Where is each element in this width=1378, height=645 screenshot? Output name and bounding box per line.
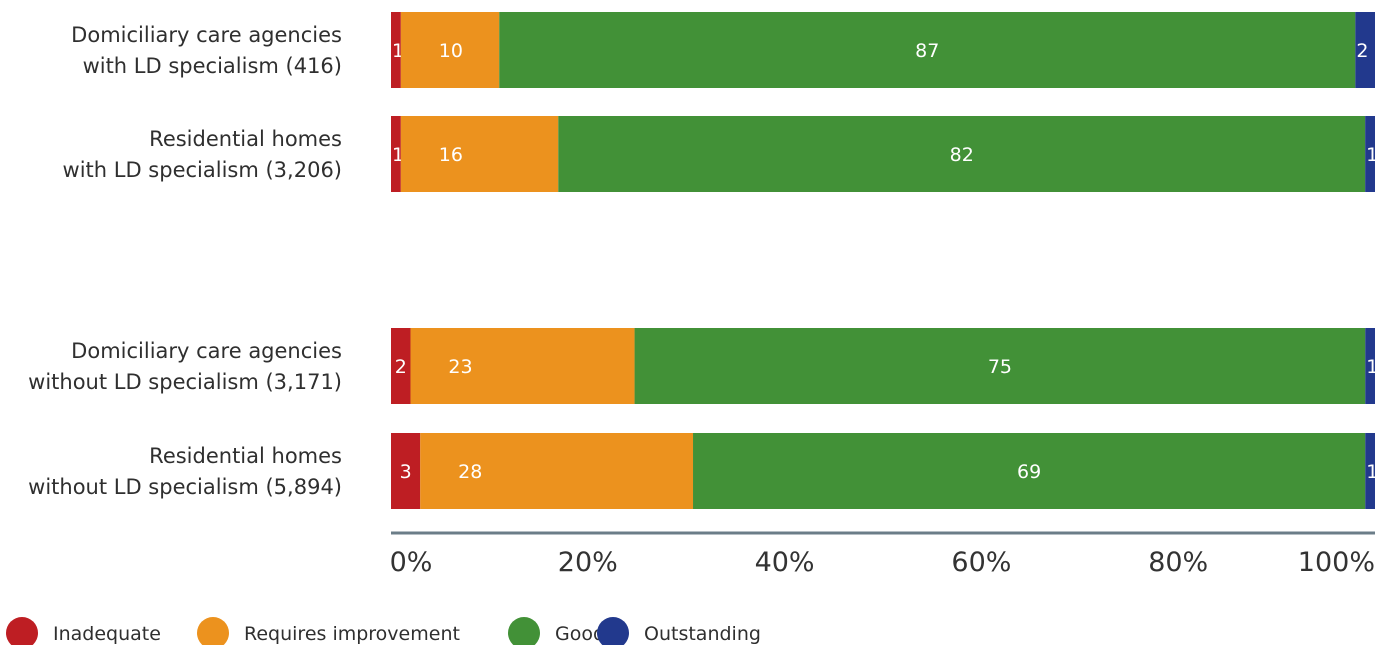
legend-label: Inadequate xyxy=(53,623,161,645)
data-label: 16 xyxy=(439,144,463,166)
x-tick-label: 20% xyxy=(558,547,618,578)
data-label: 1 xyxy=(1366,144,1378,166)
bar-segment-outstanding xyxy=(1365,433,1375,509)
data-label: 10 xyxy=(439,40,463,62)
bar-segment-inadequate xyxy=(391,12,401,88)
data-label: 1 xyxy=(1366,356,1378,378)
bar-segment-outstanding xyxy=(1365,328,1375,404)
x-tick-label: 100% xyxy=(1298,547,1375,578)
legend-swatch-requires-improvement xyxy=(197,617,229,645)
data-label: 1 xyxy=(1366,461,1378,483)
x-axis: 0% 20% 40% 60% 80% 100% xyxy=(390,531,1375,578)
x-tick-label: 60% xyxy=(951,547,1011,578)
row-label: Domiciliary care agencies xyxy=(71,23,342,47)
bar-segment-good xyxy=(693,433,1366,509)
bar-segment-requires-improvement xyxy=(410,328,635,404)
bar-segment-requires-improvement xyxy=(400,12,500,88)
bar-segment-requires-improvement xyxy=(420,433,694,509)
row-label: Residential homes xyxy=(149,127,342,151)
row-label: without LD specialism (3,171) xyxy=(28,370,342,394)
bar-segment-outstanding xyxy=(1365,116,1375,192)
bar-segment-outstanding xyxy=(1355,12,1375,88)
row-label: without LD specialism (5,894) xyxy=(28,475,342,499)
data-label: 28 xyxy=(458,461,482,483)
data-label: 87 xyxy=(915,40,939,62)
legend-swatch-outstanding xyxy=(597,617,629,645)
data-label: 2 xyxy=(395,356,407,378)
legend-label: Requires improvement xyxy=(244,623,460,645)
row-label: with LD specialism (416) xyxy=(83,54,342,78)
row-label: with LD specialism (3,206) xyxy=(63,158,342,182)
data-label: 2 xyxy=(1356,40,1368,62)
legend-label: Good xyxy=(555,623,605,645)
x-tick-label: 80% xyxy=(1148,547,1208,578)
bar-segment-good xyxy=(558,116,1366,192)
data-label: 69 xyxy=(1017,461,1041,483)
data-label: 3 xyxy=(400,461,412,483)
x-tick-label: 0% xyxy=(390,547,433,578)
x-tick-label: 40% xyxy=(755,547,815,578)
legend-swatch-good xyxy=(508,617,540,645)
bar-segment-inadequate xyxy=(391,328,411,404)
bar-segment-inadequate xyxy=(391,433,421,509)
row-labels: Domiciliary care agencies with LD special… xyxy=(28,23,342,499)
legend-swatch-inadequate xyxy=(6,617,38,645)
data-label: 82 xyxy=(950,144,974,166)
bar-segment-requires-improvement xyxy=(400,116,559,192)
legend-label: Outstanding xyxy=(644,623,761,645)
row-label: Residential homes xyxy=(149,444,342,468)
row-label: Domiciliary care agencies xyxy=(71,339,342,363)
bars: 1 10 87 21 16 82 12 23 75 13 28 69 1 xyxy=(391,12,1378,509)
bar-segment-good xyxy=(634,328,1366,404)
bar-segment-inadequate xyxy=(391,116,401,192)
bar-segment-good xyxy=(499,12,1356,88)
legend: Inadequate Requires improvement Good Outsta… xyxy=(6,617,761,645)
data-label: 23 xyxy=(448,356,472,378)
data-label: 75 xyxy=(988,356,1012,378)
